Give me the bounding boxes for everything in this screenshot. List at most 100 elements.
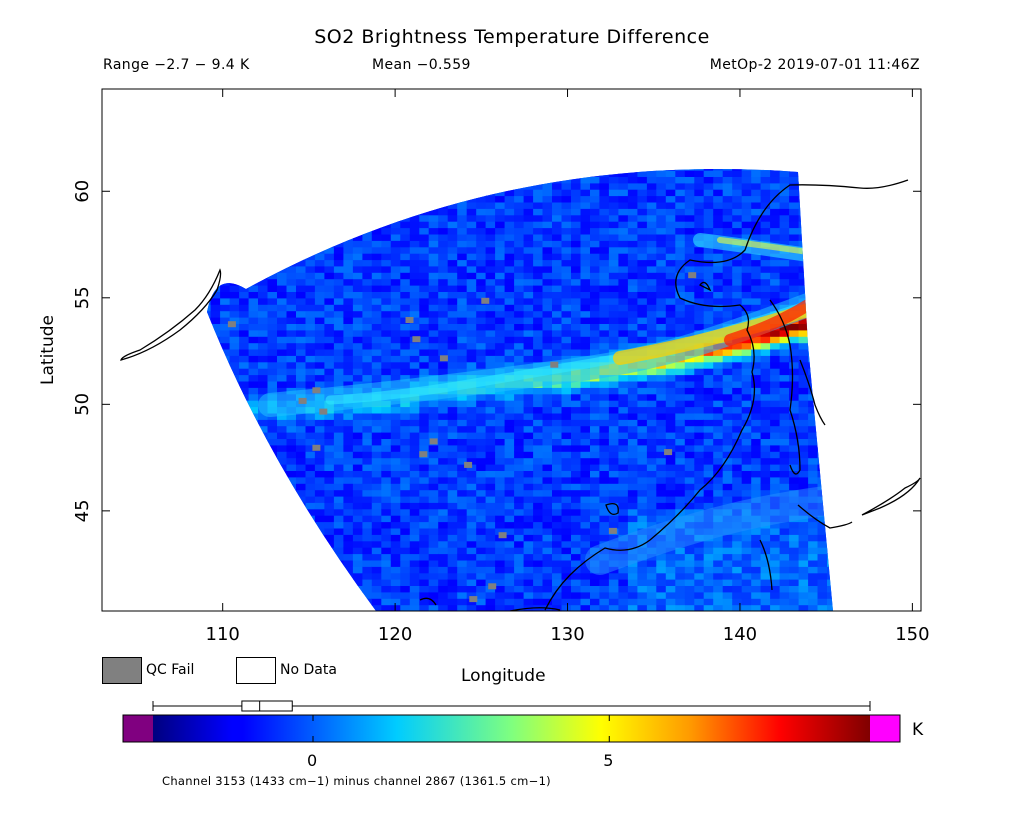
heatmap-cell bbox=[627, 502, 638, 510]
heatmap-cell bbox=[220, 285, 231, 292]
heatmap-cell bbox=[210, 444, 221, 452]
heatmap-cell bbox=[656, 572, 667, 580]
heatmap-cell bbox=[485, 272, 496, 280]
heatmap-cell bbox=[220, 559, 231, 567]
heatmap-cell bbox=[324, 444, 335, 452]
heatmap-cell bbox=[656, 265, 667, 273]
heatmap-cell bbox=[296, 195, 307, 203]
heatmap-cell bbox=[533, 521, 544, 529]
heatmap-cell bbox=[561, 553, 572, 561]
heatmap-cell bbox=[599, 604, 610, 611]
heatmap-cell bbox=[324, 464, 335, 471]
heatmap-cell bbox=[324, 182, 335, 190]
heatmap-cell bbox=[419, 317, 430, 324]
heatmap-cell bbox=[248, 400, 259, 408]
heatmap-cell bbox=[608, 329, 619, 337]
heatmap-cell bbox=[760, 297, 771, 305]
heatmap-cell bbox=[267, 227, 278, 235]
heatmap-cell bbox=[192, 566, 202, 573]
heatmap-cell bbox=[665, 419, 676, 427]
heatmap-cell bbox=[675, 444, 686, 452]
heatmap-cell bbox=[154, 196, 164, 203]
heatmap-cell bbox=[314, 566, 325, 574]
heatmap-cell bbox=[741, 253, 752, 261]
heatmap-cell bbox=[495, 253, 506, 261]
heatmap-cell bbox=[438, 189, 449, 197]
heatmap-cell bbox=[400, 246, 411, 254]
heatmap-cell bbox=[533, 464, 544, 471]
heatmap-cell bbox=[371, 285, 382, 292]
heatmap-cell bbox=[296, 508, 307, 516]
heatmap-cell bbox=[267, 534, 278, 542]
heatmap-cell bbox=[210, 476, 221, 484]
heatmap-cell bbox=[314, 508, 325, 516]
heatmap-cell bbox=[362, 483, 373, 491]
heatmap-cell bbox=[296, 291, 307, 299]
heatmap-cell bbox=[286, 483, 297, 491]
heatmap-cell bbox=[466, 361, 477, 369]
heatmap-cell bbox=[207, 515, 212, 523]
heatmap-cell bbox=[552, 598, 563, 606]
heatmap-cell bbox=[703, 406, 714, 414]
heatmap-cell bbox=[779, 170, 790, 177]
heatmap-cell bbox=[267, 598, 278, 606]
heatmap-cell bbox=[154, 528, 164, 535]
heatmap-cell bbox=[590, 604, 601, 611]
heatmap-cell bbox=[230, 611, 240, 618]
heatmap-cell bbox=[665, 444, 676, 452]
heatmap-cell bbox=[258, 585, 269, 593]
heatmap-cell bbox=[163, 189, 173, 196]
heatmap-cell bbox=[457, 585, 468, 593]
heatmap-cell bbox=[684, 464, 695, 471]
heatmap-cell bbox=[229, 304, 240, 312]
heatmap-cell bbox=[207, 182, 212, 190]
heatmap-cell bbox=[504, 534, 515, 542]
heatmap-cell bbox=[476, 227, 487, 235]
heatmap-cell bbox=[760, 406, 771, 414]
heatmap-cell bbox=[523, 310, 534, 318]
heatmap-cell bbox=[419, 521, 430, 529]
heatmap-cell bbox=[608, 246, 619, 254]
heatmap-cell bbox=[741, 221, 752, 229]
heatmap-cell bbox=[305, 233, 316, 241]
heatmap-cell bbox=[552, 233, 563, 241]
heatmap-cell bbox=[447, 285, 458, 292]
heatmap-cell bbox=[732, 304, 743, 312]
heatmap-cell bbox=[656, 457, 667, 465]
heatmap-cell bbox=[732, 265, 743, 273]
heatmap-cell bbox=[780, 611, 790, 618]
heatmap-cell bbox=[419, 534, 430, 542]
heatmap-cell bbox=[163, 355, 173, 362]
heatmap-cell bbox=[713, 495, 724, 503]
heatmap-cell bbox=[381, 412, 392, 420]
heatmap-cell bbox=[542, 214, 553, 222]
heatmap-cell bbox=[627, 291, 638, 299]
heatmap-cell bbox=[400, 201, 411, 209]
heatmap-cell bbox=[608, 457, 619, 465]
heatmap-cell bbox=[229, 502, 240, 510]
heatmap-cell bbox=[229, 246, 240, 254]
heatmap-cell bbox=[400, 221, 411, 229]
heatmap-cell bbox=[207, 336, 212, 344]
heatmap-cell bbox=[476, 598, 487, 606]
heatmap-cell bbox=[314, 476, 325, 484]
heatmap-cell bbox=[419, 348, 430, 356]
heatmap-cell bbox=[210, 502, 221, 510]
heatmap-cell bbox=[770, 579, 781, 586]
heatmap-cell bbox=[173, 208, 183, 215]
heatmap-cell bbox=[770, 464, 781, 471]
heatmap-cell bbox=[523, 246, 534, 254]
heatmap-cell bbox=[751, 604, 762, 611]
heatmap-cell bbox=[665, 240, 676, 248]
heatmap-cell bbox=[258, 470, 269, 478]
heatmap-cell bbox=[305, 515, 316, 523]
heatmap-cell bbox=[741, 214, 752, 222]
heatmap-cell bbox=[808, 444, 819, 452]
heatmap-cell bbox=[390, 272, 401, 280]
heatmap-cell bbox=[684, 246, 695, 254]
heatmap-cell bbox=[438, 566, 449, 574]
heatmap-cell bbox=[343, 611, 353, 618]
heatmap-cell bbox=[656, 559, 667, 567]
heatmap-cell bbox=[495, 611, 505, 618]
heatmap-cell bbox=[590, 221, 601, 229]
